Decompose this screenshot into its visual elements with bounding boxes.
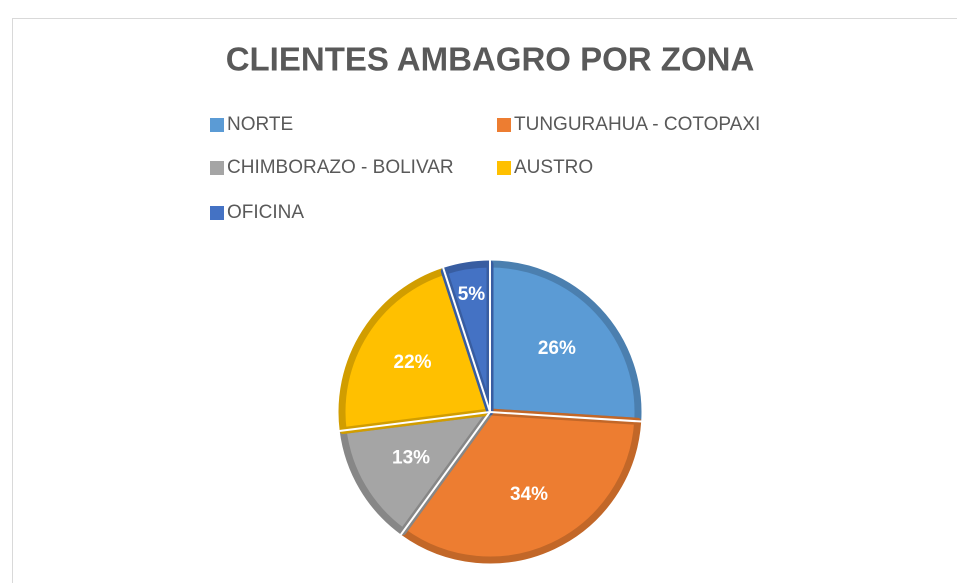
legend-label: NORTE xyxy=(227,114,293,135)
slice-separator xyxy=(339,411,491,433)
legend-swatch xyxy=(210,118,224,132)
data-label: 13% xyxy=(392,448,430,469)
legend-swatch xyxy=(497,161,511,175)
chart-title: CLIENTES AMBAGRO POR ZONA xyxy=(226,41,755,78)
pie-slice xyxy=(486,260,642,425)
pie-slice xyxy=(399,408,642,564)
legend-label: OFICINA xyxy=(227,202,304,223)
data-label: 5% xyxy=(458,284,486,305)
slice-separator xyxy=(442,267,491,413)
legend-label: TUNGURAHUA - COTOPAXI xyxy=(514,114,760,135)
legend-label: AUSTRO xyxy=(514,157,593,178)
data-label: 26% xyxy=(538,338,576,359)
legend-swatch xyxy=(210,206,224,220)
slice-separator xyxy=(489,411,642,423)
slice-separator xyxy=(399,411,491,536)
pie-slice xyxy=(339,408,494,536)
pie-slice xyxy=(338,267,494,435)
legend-label: CHIMBORAZO - BOLIVAR xyxy=(227,157,454,178)
legend-swatch xyxy=(210,161,224,175)
data-label: 34% xyxy=(510,484,548,505)
data-label: 22% xyxy=(394,352,432,373)
legend-swatch xyxy=(497,118,511,132)
